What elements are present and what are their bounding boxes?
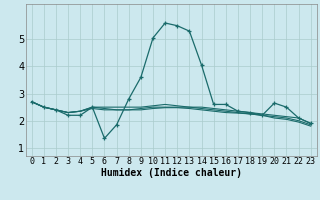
X-axis label: Humidex (Indice chaleur): Humidex (Indice chaleur) (101, 168, 242, 178)
